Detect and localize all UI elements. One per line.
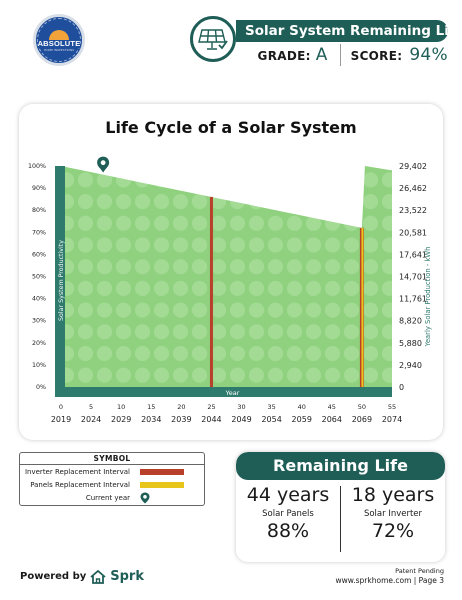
grade-divider xyxy=(339,44,341,66)
y-left-tick-label: 20% xyxy=(32,340,46,347)
x-year-tick-label: 2054 xyxy=(261,415,281,424)
x-year-tick-label: 2069 xyxy=(352,415,372,424)
location-pin-icon xyxy=(140,492,150,504)
production-area xyxy=(61,166,392,387)
x-year-tick-label: 2029 xyxy=(111,415,131,424)
y-left-tick-label: 0% xyxy=(36,384,46,391)
y-right-tick-label: 29,402 xyxy=(399,162,427,171)
productivity-axis-band xyxy=(55,166,65,387)
y-right-tick-label: 5,880 xyxy=(399,339,422,348)
current-year-marker-dot xyxy=(100,160,106,166)
chart-title: Life Cycle of a Solar System xyxy=(105,118,357,137)
inverter-replacement-line xyxy=(209,196,213,387)
y-left-tick-label: 60% xyxy=(32,251,46,258)
x-year-tick-label: 2064 xyxy=(322,415,342,424)
y-left-tick-label: 80% xyxy=(32,207,46,214)
y-right-tick-label: 20,581 xyxy=(399,228,427,237)
solar-panels-column: 44 years Solar Panels 88% xyxy=(236,484,340,542)
x-offset-tick-label: 0 xyxy=(59,403,63,411)
x-offset-tick-label: 40 xyxy=(298,403,306,411)
x-offset-tick-label: 45 xyxy=(328,403,336,411)
y-right-tick-label: 0 xyxy=(399,383,404,392)
legend-item-inverter: Inverter Replacement Interval xyxy=(20,466,204,478)
remaining-life-card: Remaining Life 44 years Solar Panels 88%… xyxy=(236,452,445,562)
company-logo: ABSOLUTE HOME INSPECTIONS xyxy=(33,14,85,66)
solar-inverter-column: 18 years Solar Inverter 72% xyxy=(341,484,445,542)
x-year-tick-label: 2049 xyxy=(231,415,251,424)
x-offset-tick-label: 15 xyxy=(147,403,155,411)
y-left-tick-label: 50% xyxy=(32,274,46,281)
x-offset-tick-label: 55 xyxy=(388,403,396,411)
powered-by: Powered by Sprk xyxy=(20,569,144,584)
x-offset-tick-label: 10 xyxy=(117,403,125,411)
x-axis-title: Year xyxy=(225,389,240,397)
y-right-tick-label: 17,641 xyxy=(399,250,427,259)
panel-replacement-line xyxy=(361,227,364,387)
remaining-life-heading: Remaining Life xyxy=(236,452,445,480)
legend-heading: SYMBOL xyxy=(20,453,204,465)
legend-label: Current year xyxy=(85,494,130,502)
footer-info: Patent Pending www.sprkhome.com | Page 3 xyxy=(336,567,444,585)
x-year-tick-label: 2024 xyxy=(81,415,101,424)
y-left-tick-label: 10% xyxy=(32,362,46,369)
logo-ring xyxy=(37,18,81,62)
x-year-tick-label: 2074 xyxy=(382,415,402,424)
legend-item-panels: Panels Replacement Interval xyxy=(20,479,204,491)
y-axis-title-left: Solar System Productivity xyxy=(58,240,65,321)
x-year-tick-label: 2019 xyxy=(51,415,71,424)
panels-percent: 88% xyxy=(266,520,310,542)
x-offset-tick-label: 50 xyxy=(358,403,366,411)
y-left-tick-label: 30% xyxy=(32,318,46,325)
life-cycle-chart: Solar System Productivity Year Yearly Sola… xyxy=(28,156,432,424)
grade-value: A xyxy=(315,45,328,65)
report-title: Solar System Remaining Life xyxy=(236,20,462,42)
y-right-tick-label: 8,820 xyxy=(399,317,422,326)
panels-years: 44 years xyxy=(246,484,330,506)
remaining-divider xyxy=(340,486,341,552)
legend-label: Inverter Replacement Interval xyxy=(24,468,130,476)
legend-item-current-year: Current year xyxy=(20,492,204,504)
sprk-brand: Sprk xyxy=(110,569,144,584)
logo-brand-text: ABSOLUTE xyxy=(37,39,81,48)
sprk-house-icon xyxy=(90,569,106,584)
x-offset-tick-label: 35 xyxy=(267,403,275,411)
y-right-tick-label: 2,940 xyxy=(399,361,422,370)
inverter-swatch xyxy=(140,469,184,475)
y-left-tick-label: 90% xyxy=(32,185,46,192)
x-offset-tick-label: 30 xyxy=(237,403,245,411)
y-right-tick-label: 26,462 xyxy=(399,184,427,193)
patent-text: Patent Pending xyxy=(395,567,444,575)
x-year-tick-label: 2059 xyxy=(292,415,312,424)
legend-label: Panels Replacement Interval xyxy=(30,481,130,489)
x-offset-tick-label: 25 xyxy=(207,403,215,411)
x-offset-tick-label: 5 xyxy=(89,403,93,411)
inverter-years: 18 years xyxy=(351,484,435,506)
y-right-tick-label: 14,701 xyxy=(399,273,427,282)
x-year-tick-label: 2039 xyxy=(171,415,191,424)
grade-label: GRADE: xyxy=(257,49,311,63)
panels-label: Solar Panels xyxy=(262,509,314,519)
panels-swatch xyxy=(140,482,184,488)
inverter-label: Solar Inverter xyxy=(363,509,423,519)
logo-sub-text: HOME INSPECTIONS xyxy=(43,48,75,52)
year-axis-band xyxy=(55,387,392,397)
symbol-legend: SYMBOL Inverter Replacement Interval Pan… xyxy=(19,452,205,506)
powered-by-text: Powered by xyxy=(20,571,87,582)
x-year-tick-label: 2034 xyxy=(141,415,161,424)
grade-score-row: GRADE: A SCORE: 94% xyxy=(236,43,448,67)
life-cycle-chart-card: Life Cycle of a Solar System Solar Syste… xyxy=(19,104,443,440)
score-value: 94% xyxy=(409,45,448,65)
x-year-tick-label: 2044 xyxy=(201,415,221,424)
y-left-tick-label: 40% xyxy=(32,296,46,303)
y-left-tick-label: 100% xyxy=(28,163,46,170)
y-right-tick-label: 11,761 xyxy=(399,295,427,304)
inverter-percent: 72% xyxy=(371,520,415,542)
solar-panel-icon xyxy=(190,16,236,62)
x-offset-tick-label: 20 xyxy=(177,403,185,411)
site-page-text: www.sprkhome.com | Page 3 xyxy=(335,576,444,585)
y-right-tick-label: 23,522 xyxy=(399,206,427,215)
y-axis-title-right: Yearly Solar Production - kWh xyxy=(424,247,432,348)
y-left-tick-label: 70% xyxy=(32,229,46,236)
score-label: SCORE: xyxy=(350,49,403,63)
